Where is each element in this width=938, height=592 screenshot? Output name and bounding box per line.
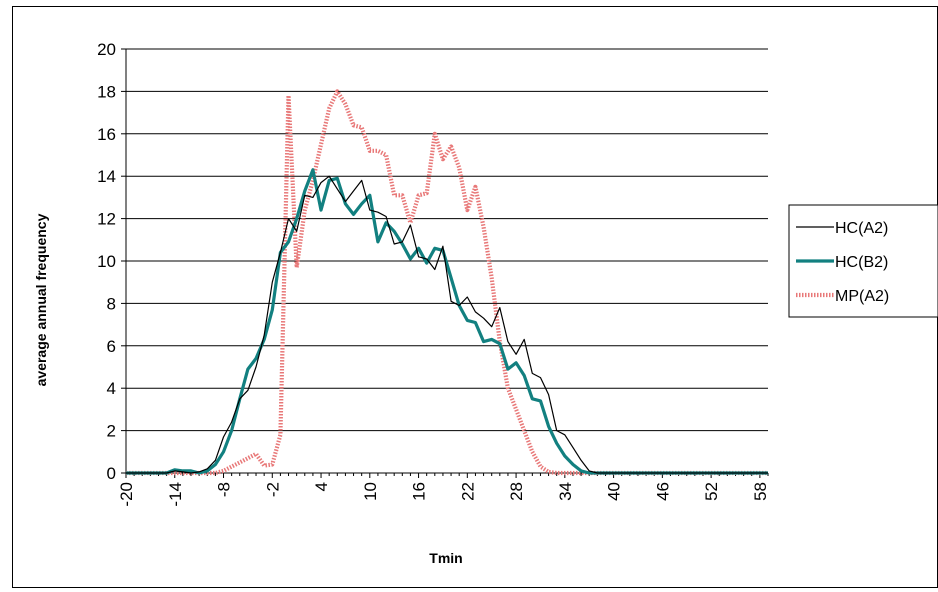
legend-label: HC(B2) — [835, 254, 888, 271]
x-tick-label: 4 — [312, 482, 331, 491]
x-tick-label: 46 — [653, 482, 672, 501]
legend: HC(A2) HC(B2) MP(A2) — [789, 205, 938, 317]
x-tick-label: -20 — [117, 482, 136, 507]
y-tick-label: 20 — [97, 40, 116, 59]
y-tick-label: 6 — [107, 337, 116, 356]
y-tick-labels: 0 2 4 6 8 10 12 14 16 18 20 — [97, 40, 116, 483]
x-tick-label: 58 — [751, 482, 770, 501]
y-tick-label: 10 — [97, 252, 116, 271]
axes — [121, 49, 768, 478]
x-tick-label: 28 — [507, 482, 526, 501]
y-tick-label: 8 — [107, 294, 116, 313]
gridlines — [126, 49, 768, 431]
y-tick-label: 4 — [107, 379, 116, 398]
y-tick-label: 18 — [97, 82, 116, 101]
x-tick-label: 34 — [556, 482, 575, 501]
x-tick-label: -2 — [263, 482, 282, 497]
y-tick-label: 16 — [97, 125, 116, 144]
x-tick-label: 16 — [410, 482, 429, 501]
y-tick-label: 2 — [107, 422, 116, 441]
x-tick-label: 52 — [702, 482, 721, 501]
series-line-hcb2 — [126, 170, 768, 473]
x-tick-label: 40 — [605, 482, 624, 501]
x-tick-label: 10 — [361, 482, 380, 501]
series-line-hca2 — [126, 176, 768, 473]
x-tick-label: -8 — [215, 482, 234, 497]
legend-label: MP(A2) — [835, 288, 889, 305]
y-axis-label: average annual frequency — [33, 213, 49, 386]
series-lines — [126, 91, 768, 473]
y-tick-label: 0 — [107, 464, 116, 483]
series-line-mpa2 — [126, 91, 768, 473]
x-tick-label: 22 — [458, 482, 477, 501]
x-tick-labels: -20 -14 -8 -2 4 10 16 22 28 34 40 46 52 58 — [117, 482, 770, 507]
y-tick-label: 12 — [97, 210, 116, 229]
legend-label: HC(A2) — [835, 220, 888, 237]
y-tick-label: 14 — [97, 167, 116, 186]
x-tick-label: -14 — [166, 482, 185, 507]
x-axis-label: Tmin — [429, 550, 462, 566]
